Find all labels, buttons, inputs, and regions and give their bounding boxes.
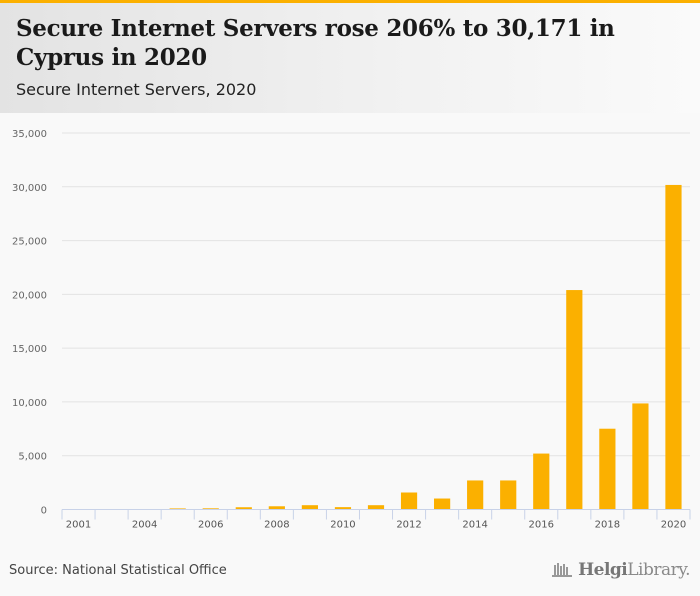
x-tick-label: 2004 [132, 520, 157, 531]
bar-2019[interactable] [632, 403, 649, 510]
y-tick-label: 0 [41, 506, 47, 517]
bar-2011[interactable] [367, 505, 385, 510]
bar-2008[interactable] [268, 506, 285, 510]
x-tick-label: 2006 [198, 520, 223, 531]
x-tick-label: 2020 [661, 520, 686, 531]
accent-bar [0, 0, 700, 3]
y-tick-label: 25,000 [12, 237, 47, 248]
x-tick-label: 2012 [396, 520, 421, 531]
library-logo-icon [552, 563, 573, 577]
y-tick-label: 30,000 [12, 183, 47, 194]
chart-title: Secure Internet Servers rose 206% to 30,… [16, 15, 615, 71]
y-tick-label: 10,000 [12, 398, 47, 409]
bar-2020[interactable] [665, 184, 682, 510]
x-tick-label: 2001 [66, 520, 91, 531]
source-note: Source: National Statistical Office [9, 563, 227, 578]
y-tick-label: 15,000 [12, 344, 47, 355]
y-tick-label: 20,000 [12, 290, 47, 301]
y-tick-label: 35,000 [12, 129, 47, 140]
x-tick-label: 2014 [462, 520, 487, 531]
gridlines [62, 132, 690, 457]
bar-2013[interactable] [434, 498, 451, 510]
logo-text-light: Library. [627, 560, 690, 580]
x-tick-label: 2016 [529, 520, 554, 531]
helgi-library-logo[interactable]: HelgiLibrary. [552, 560, 690, 580]
bar-2005[interactable] [169, 508, 186, 510]
bar-2007[interactable] [235, 507, 252, 510]
y-tick-label: 5,000 [18, 452, 47, 463]
bar-2012[interactable] [400, 492, 418, 510]
bar-2016[interactable] [533, 453, 550, 510]
bar-2017[interactable] [566, 290, 583, 510]
chart-subtitle: Secure Internet Servers, 2020 [16, 80, 257, 99]
bar-2014[interactable] [467, 480, 484, 510]
x-tick-label: 2008 [264, 520, 289, 531]
logo-text-bold: Helgi [578, 560, 628, 580]
logo-text: HelgiLibrary. [578, 560, 690, 580]
x-axis: 2001 2004 2006 2008 2010 2012 2014 2016 2018 2020 [61, 509, 691, 531]
bars [70, 184, 682, 510]
y-axis-ticks: 0 5,000 10,000 15,000 20,000 25,000 30,000 35,0… [12, 129, 47, 517]
bar-2006[interactable] [202, 508, 219, 510]
x-tick-label: 2018 [595, 520, 620, 531]
x-tick-label: 2010 [330, 520, 355, 531]
bar-2018[interactable] [599, 428, 616, 510]
bar-2009[interactable] [301, 505, 318, 510]
chart-header: Secure Internet Servers rose 206% to 30,… [0, 3, 700, 113]
bar-2015[interactable] [500, 480, 517, 510]
bar-2010[interactable] [334, 507, 352, 510]
